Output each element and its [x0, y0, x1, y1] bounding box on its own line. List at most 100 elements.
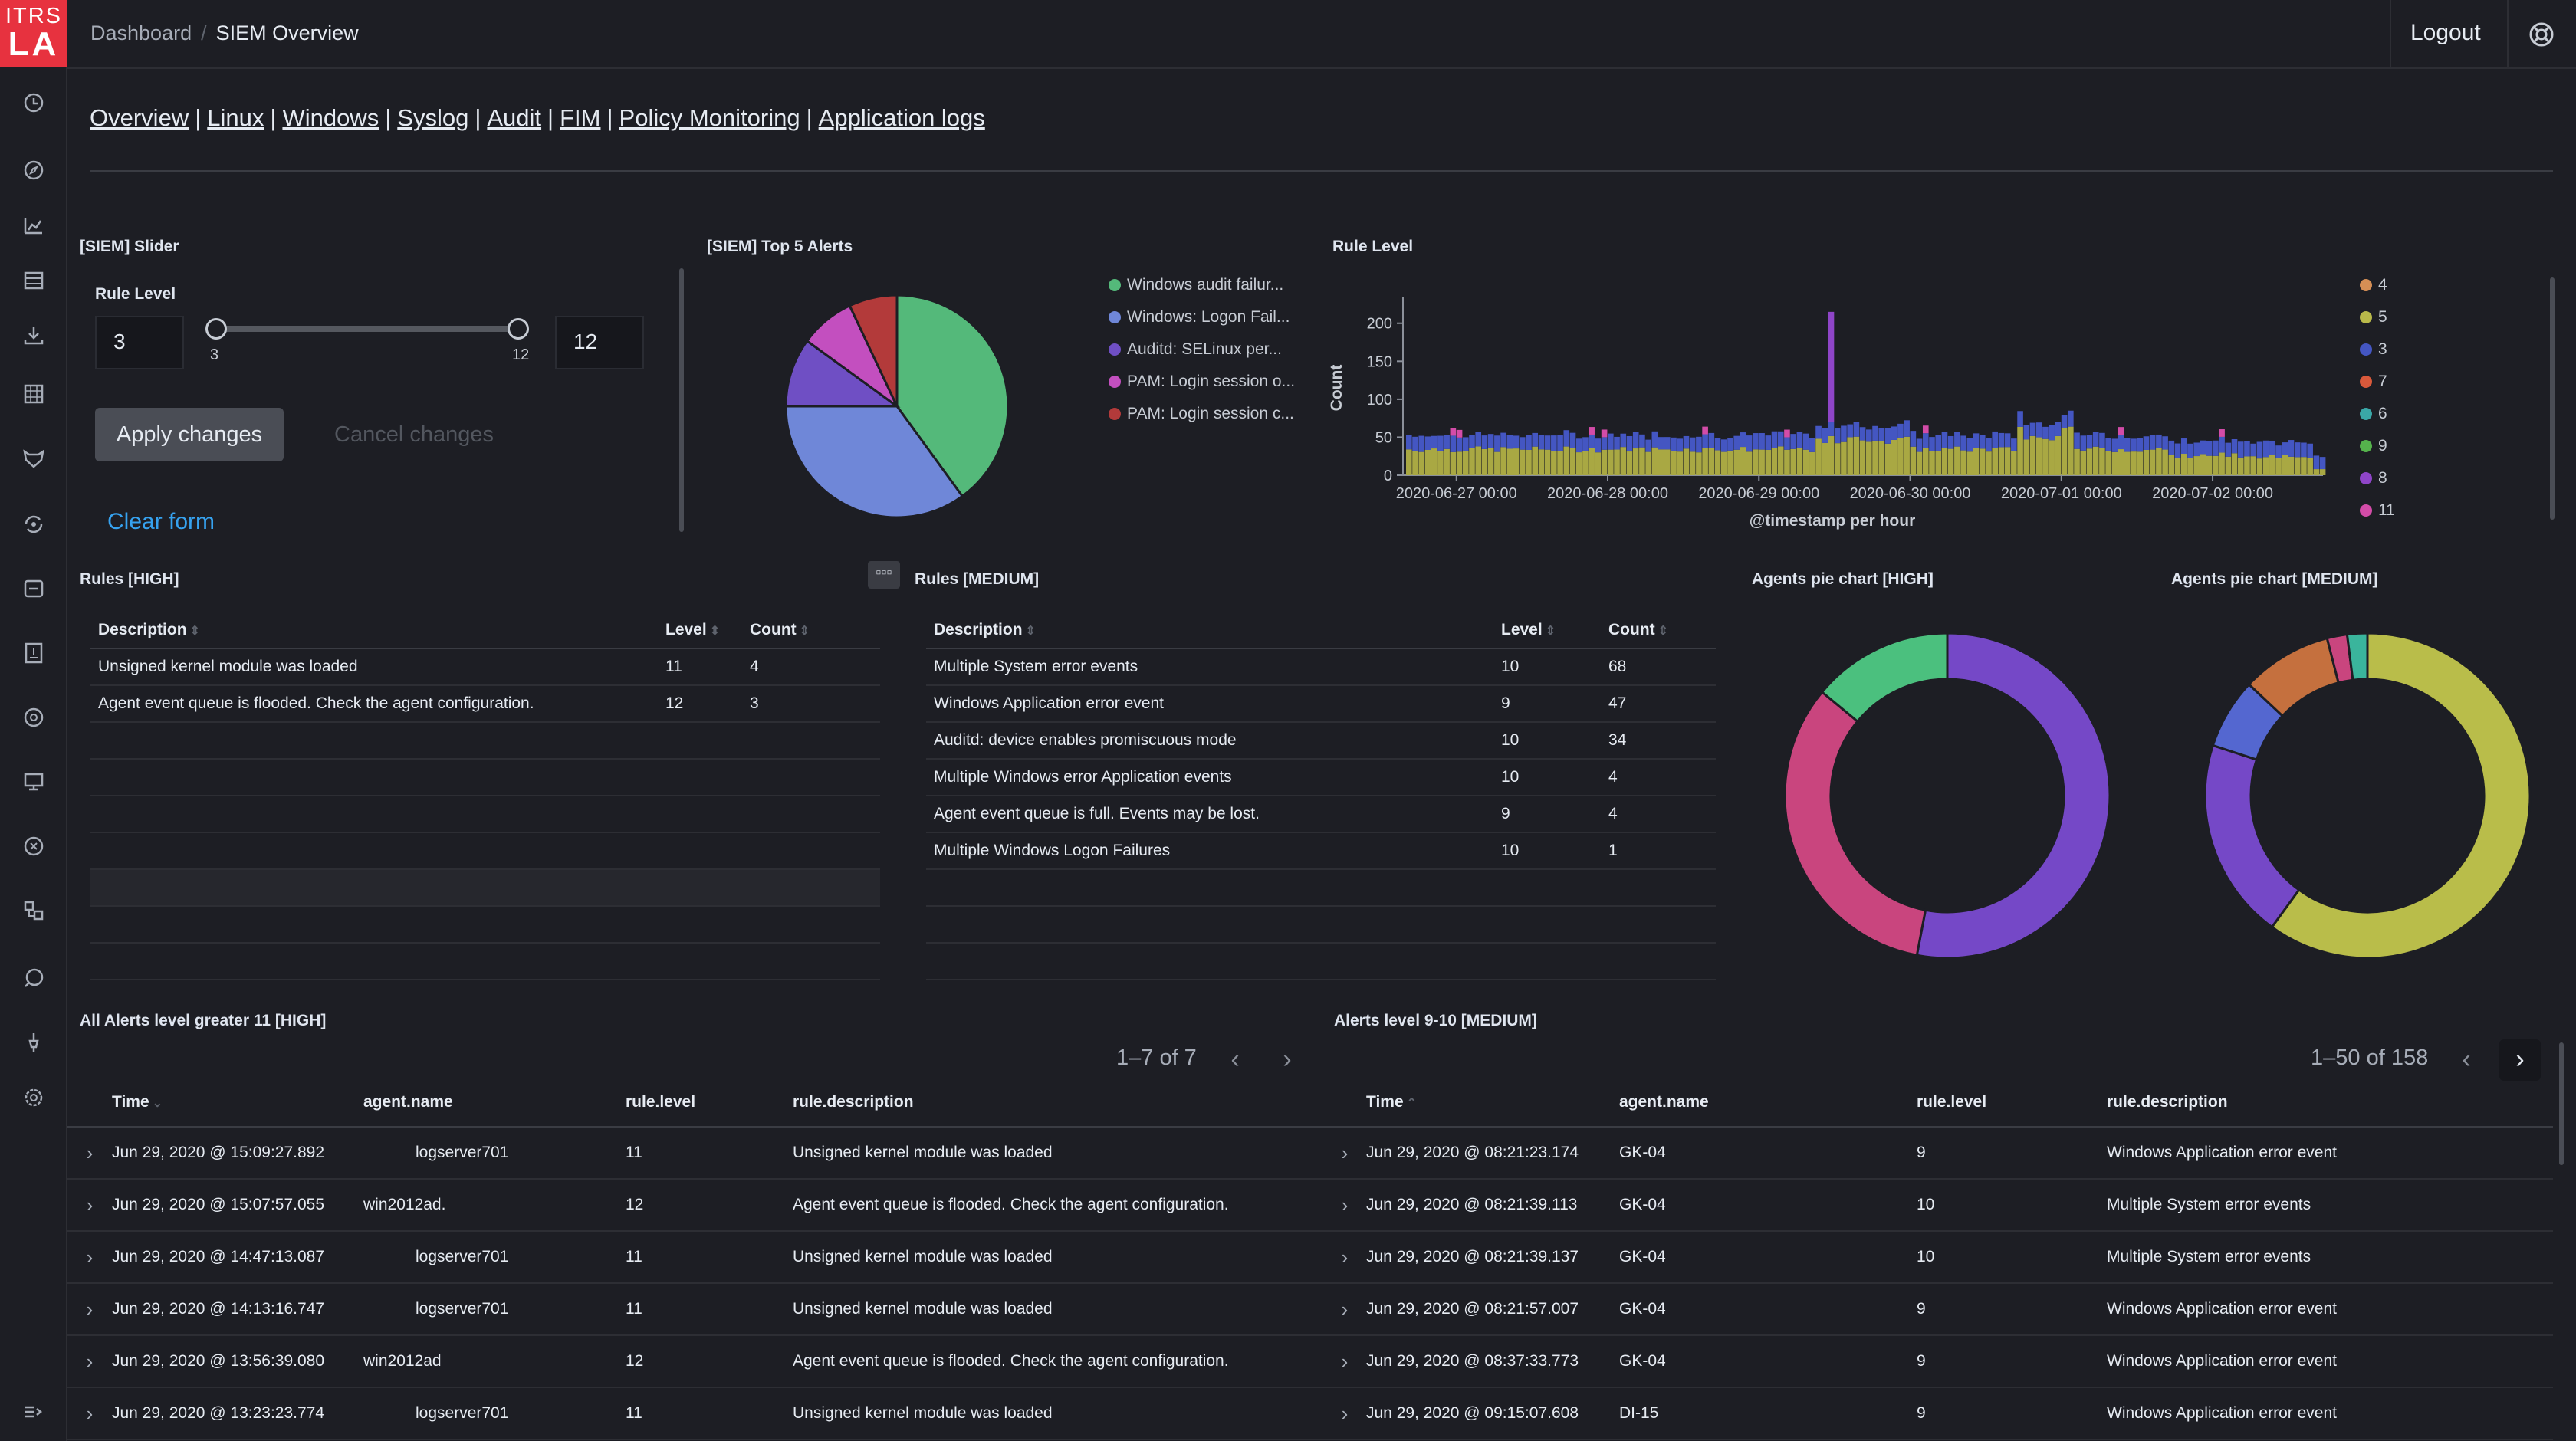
column-header[interactable]: Time ⌄ — [112, 1078, 363, 1128]
nav-link-fim[interactable]: FIM — [560, 104, 601, 131]
slider-panel-scrollbar[interactable] — [679, 268, 684, 532]
chevron-right-icon[interactable]: › — [86, 1141, 94, 1164]
nav-link-linux[interactable]: Linux — [207, 104, 264, 131]
clear-form-link[interactable]: Clear form — [107, 509, 215, 534]
alerts-high-next-button[interactable]: › — [1283, 1045, 1292, 1074]
expand-cell[interactable]: › — [1323, 1335, 1366, 1388]
panel-options-icon[interactable]: ▫▫▫ — [868, 561, 900, 589]
logout-button[interactable]: Logout — [2410, 20, 2481, 45]
nav-link-overview[interactable]: Overview — [90, 104, 189, 131]
help-icon[interactable] — [2525, 18, 2558, 51]
alerts-medium-prev-button[interactable]: ‹ — [2462, 1045, 2471, 1074]
alert-row[interactable]: › Jun 29, 2020 @ 08:21:39.137 GK-04 10 Multi… — [1323, 1231, 2553, 1284]
console-icon[interactable] — [18, 573, 49, 604]
alert-row[interactable]: › Jun 29, 2020 @ 13:23:23.774 logserver701… — [67, 1387, 1325, 1440]
chevron-right-icon[interactable]: › — [86, 1297, 94, 1321]
column-header[interactable]: Count ⇕ — [1601, 612, 1716, 649]
dev-tools-icon[interactable] — [18, 1027, 49, 1058]
chevron-right-icon[interactable]: › — [1341, 1297, 1349, 1321]
nav-link-windows[interactable]: Windows — [282, 104, 380, 131]
alert-row[interactable]: › Jun 29, 2020 @ 14:13:16.747 logserver701… — [67, 1283, 1325, 1336]
column-header[interactable]: rule.description — [2107, 1078, 2553, 1128]
chevron-right-icon[interactable]: › — [1341, 1193, 1349, 1216]
expand-cell[interactable]: › — [67, 1127, 112, 1180]
fox-icon[interactable] — [18, 443, 49, 474]
expand-cell[interactable]: › — [67, 1335, 112, 1388]
uptime-icon[interactable] — [18, 963, 49, 993]
alerts-medium-scrollbar[interactable] — [2559, 1042, 2564, 1165]
alerts-medium-next-button[interactable]: › — [2499, 1039, 2541, 1081]
min-level-input[interactable]: 3 — [95, 316, 184, 369]
alert-row[interactable]: › Jun 29, 2020 @ 09:15:07.608 DI-15 9 Window… — [1323, 1387, 2553, 1440]
chevron-right-icon[interactable]: › — [86, 1193, 94, 1216]
top5-legend-item[interactable]: PAM: Login session c... — [1109, 405, 1294, 423]
column-header[interactable]: Level ⇕ — [658, 612, 742, 649]
rule-legend-item[interactable]: 5 — [2360, 308, 2387, 327]
monitoring-icon[interactable] — [18, 766, 49, 797]
column-header[interactable]: Description ⇕ — [926, 612, 1493, 649]
column-header[interactable]: agent.name — [363, 1078, 626, 1128]
rule-legend-scrollbar[interactable] — [2550, 277, 2555, 520]
reports-icon[interactable] — [18, 638, 49, 668]
column-header[interactable]: Count ⇕ — [742, 612, 880, 649]
top5-legend-item[interactable]: Windows audit failur... — [1109, 276, 1283, 294]
rule-legend-item[interactable]: 9 — [2360, 437, 2387, 455]
sort-icon[interactable]: ⇕ — [799, 624, 810, 638]
alerts-icon[interactable] — [18, 509, 49, 540]
collapse-menu-icon[interactable] — [18, 1397, 49, 1427]
expand-cell[interactable]: › — [67, 1231, 112, 1284]
rule-legend-item[interactable]: 4 — [2360, 276, 2387, 294]
expand-cell[interactable]: › — [67, 1283, 112, 1336]
chevron-right-icon[interactable]: › — [1341, 1349, 1349, 1373]
sort-icon[interactable]: ⇕ — [709, 624, 721, 638]
cancel-changes-button[interactable]: Cancel changes — [307, 408, 521, 461]
nav-link-audit[interactable]: Audit — [487, 104, 542, 131]
sort-icon[interactable]: ⇕ — [1545, 624, 1556, 638]
chevron-right-icon[interactable]: › — [1341, 1401, 1349, 1425]
slider-min-handle[interactable] — [205, 318, 227, 340]
compass-icon[interactable] — [18, 155, 49, 185]
top5-legend-item[interactable]: Windows: Logon Fail... — [1109, 308, 1290, 327]
slider-track[interactable] — [216, 326, 518, 332]
expand-cell[interactable]: › — [1323, 1387, 1366, 1440]
grid-icon[interactable] — [18, 379, 49, 409]
alert-row[interactable]: › Jun 29, 2020 @ 15:07:57.055 win2012ad. 12… — [67, 1179, 1325, 1232]
alerts-high-prev-button[interactable]: ‹ — [1230, 1045, 1240, 1074]
rule-legend-item[interactable]: 11 — [2360, 501, 2395, 520]
dashboard-icon[interactable] — [18, 265, 49, 296]
rule-legend-item[interactable]: 3 — [2360, 340, 2387, 359]
expand-cell[interactable]: › — [67, 1387, 112, 1440]
rule-legend-item[interactable]: 8 — [2360, 469, 2387, 487]
download-icon[interactable] — [18, 320, 49, 351]
sort-icon[interactable]: ⇕ — [1658, 624, 1669, 638]
chevron-right-icon[interactable]: › — [86, 1245, 94, 1269]
column-header[interactable]: Time ⌃ — [1366, 1078, 1619, 1128]
max-level-input[interactable]: 12 — [555, 316, 644, 369]
column-header[interactable]: rule.level — [1917, 1078, 2107, 1128]
chevron-right-icon[interactable]: › — [86, 1349, 94, 1373]
management-icon[interactable] — [18, 831, 49, 862]
clock-icon[interactable] — [18, 87, 49, 118]
alert-row[interactable]: › Jun 29, 2020 @ 08:21:57.007 GK-04 9 Window… — [1323, 1283, 2553, 1336]
column-header[interactable]: agent.name — [1619, 1078, 1917, 1128]
column-header[interactable]: Description ⇕ — [90, 612, 658, 649]
index-icon[interactable] — [18, 895, 49, 926]
alert-row[interactable]: › Jun 29, 2020 @ 08:21:39.113 GK-04 10 Multi… — [1323, 1179, 2553, 1232]
alert-row[interactable]: › Jun 29, 2020 @ 13:56:39.080 win2012ad 12 A… — [67, 1335, 1325, 1388]
chevron-right-icon[interactable]: › — [1341, 1245, 1349, 1269]
sort-icon[interactable]: ⇕ — [189, 624, 200, 638]
brand-logo[interactable]: ITRS LA — [0, 0, 67, 67]
column-header[interactable]: rule.description — [793, 1078, 1325, 1128]
sort-icon[interactable]: ⇕ — [1025, 624, 1036, 638]
column-header[interactable]: rule.level — [626, 1078, 793, 1128]
apply-changes-button[interactable]: Apply changes — [95, 408, 284, 461]
sort-icon[interactable]: ⌃ — [1406, 1096, 1418, 1110]
expand-cell[interactable]: › — [1323, 1127, 1366, 1180]
gear-icon[interactable] — [18, 1082, 49, 1113]
nav-link-policy-monitoring[interactable]: Policy Monitoring — [619, 104, 800, 131]
nav-link-syslog[interactable]: Syslog — [397, 104, 469, 131]
top5-legend-item[interactable]: Auditd: SELinux per... — [1109, 340, 1282, 359]
slider-max-handle[interactable] — [508, 318, 529, 340]
rule-legend-item[interactable]: 6 — [2360, 405, 2387, 423]
alert-row[interactable]: › Jun 29, 2020 @ 14:47:13.087 logserver701… — [67, 1231, 1325, 1284]
